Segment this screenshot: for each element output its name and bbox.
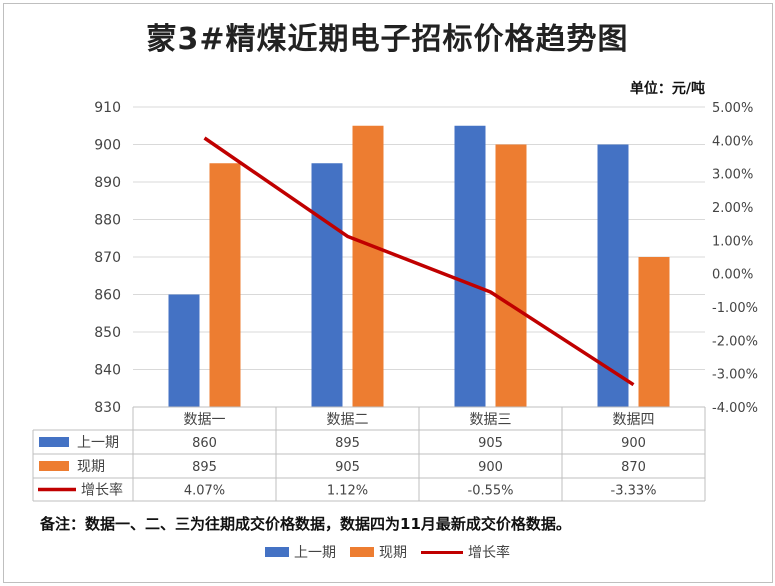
data-label-prev: 860 [192,436,217,451]
y-left-tick-label: 880 [94,213,121,229]
y-left-tick-label: 910 [94,100,121,116]
table-legend-key-prev [39,437,69,447]
y-left-tick-label: 900 [94,138,121,154]
y-left-tick-label: 870 [94,250,121,266]
line-growth [203,136,635,387]
data-label-prev: 900 [621,436,646,451]
legend: 上一期 现期 增长率 [0,542,775,562]
table-series-label-cur: 现期 [77,459,105,475]
bar-cur [209,163,241,407]
bar-prev [168,294,200,407]
y-left-tick-label: 830 [94,400,121,416]
data-label-cur: 900 [478,460,503,475]
table-series-label-growth: 增长率 [81,482,123,499]
y-right-tick-label: 3.00% [712,168,753,183]
table-legend-key-cur [39,461,69,471]
bar-prev [311,163,343,407]
legend-label-prev: 上一期 [294,545,336,561]
y-right-tick-label: -3.00% [712,368,758,383]
legend-swatch-prev [265,547,289,557]
y-right-tick-label: 2.00% [712,201,753,216]
legend-item-growth: 增长率 [421,542,510,562]
bar-prev [454,125,486,407]
x-tick-label: 数据四 [613,412,655,428]
chart-title: 蒙3#精煤近期电子招标价格趋势图 [146,22,629,57]
bar-cur [638,257,670,407]
bar-prev [597,144,629,407]
y-left-tick-label: 840 [94,363,121,379]
data-label-growth: -3.33% [611,484,657,499]
legend-item-cur: 现期 [350,542,407,562]
data-label-growth: 1.12% [327,484,368,499]
legend-item-prev: 上一期 [265,542,336,562]
chart-frame [3,3,773,583]
y-right-tick-label: 1.00% [712,234,753,249]
data-label-cur: 895 [192,460,217,475]
y-right-tick-label: -1.00% [712,301,758,316]
data-label-cur: 870 [621,460,646,475]
data-label-growth: -0.55% [468,484,514,499]
bar-cur [495,144,527,407]
unit-label: 单位：元/吨 [629,81,705,97]
legend-swatch-growth [421,550,463,554]
y-left-tick-label: 860 [94,288,121,304]
legend-label-growth: 增长率 [468,545,510,561]
legend-label-cur: 现期 [379,545,407,561]
x-tick-label: 数据二 [327,412,369,428]
data-label-prev: 895 [335,436,360,451]
footnote: 备注：数据一、二、三为往期成交价格数据，数据四为11月最新成交价格数据。 [40,515,571,533]
table-series-label-prev: 上一期 [77,435,119,451]
y-right-tick-label: -2.00% [712,334,758,349]
bar-cur [352,125,384,407]
y-right-tick-label: 4.00% [712,134,753,149]
y-right-tick-label: 5.00% [712,101,753,116]
legend-swatch-cur [350,547,374,557]
y-right-tick-label: 0.00% [712,268,753,283]
y-left-tick-label: 850 [94,325,121,341]
data-label-growth: 4.07% [184,484,225,499]
x-tick-label: 数据一 [184,412,226,428]
y-right-tick-label: -4.00% [712,401,758,416]
data-label-cur: 905 [335,460,360,475]
x-tick-label: 数据三 [470,412,512,428]
y-left-tick-label: 890 [94,175,121,191]
data-label-prev: 905 [478,436,503,451]
